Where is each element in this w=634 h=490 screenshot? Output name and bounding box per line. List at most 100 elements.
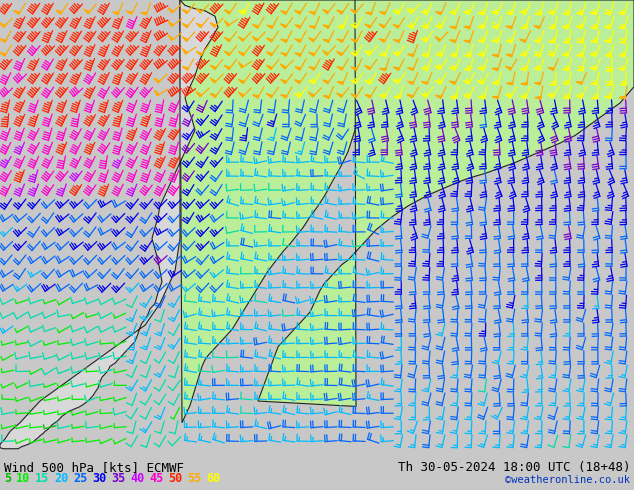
Polygon shape xyxy=(281,95,287,98)
Polygon shape xyxy=(407,25,413,28)
Polygon shape xyxy=(295,24,301,28)
Polygon shape xyxy=(407,94,413,98)
Polygon shape xyxy=(295,53,301,56)
Polygon shape xyxy=(436,54,442,56)
Polygon shape xyxy=(379,12,385,15)
Polygon shape xyxy=(365,50,370,55)
Polygon shape xyxy=(379,54,386,56)
Polygon shape xyxy=(295,94,301,98)
Polygon shape xyxy=(267,25,273,28)
Polygon shape xyxy=(464,41,470,43)
Polygon shape xyxy=(238,92,244,97)
Polygon shape xyxy=(266,52,273,56)
Polygon shape xyxy=(196,8,202,13)
Polygon shape xyxy=(577,69,583,71)
Polygon shape xyxy=(238,79,244,83)
Polygon shape xyxy=(534,13,541,15)
Polygon shape xyxy=(534,82,541,85)
Polygon shape xyxy=(379,24,385,28)
Polygon shape xyxy=(505,66,512,70)
Polygon shape xyxy=(576,96,582,98)
Polygon shape xyxy=(224,65,230,70)
Polygon shape xyxy=(506,13,512,15)
Polygon shape xyxy=(56,10,62,14)
Polygon shape xyxy=(450,68,456,70)
Polygon shape xyxy=(562,13,569,15)
Polygon shape xyxy=(492,68,498,71)
Polygon shape xyxy=(337,39,343,42)
Polygon shape xyxy=(323,39,329,42)
Polygon shape xyxy=(491,12,498,15)
Polygon shape xyxy=(309,38,314,42)
Polygon shape xyxy=(238,11,245,14)
Text: 50: 50 xyxy=(168,472,182,485)
Polygon shape xyxy=(548,26,555,29)
Polygon shape xyxy=(492,97,498,98)
Polygon shape xyxy=(534,26,540,28)
Polygon shape xyxy=(520,96,526,98)
Polygon shape xyxy=(463,95,470,98)
Polygon shape xyxy=(281,39,287,42)
Polygon shape xyxy=(112,12,119,15)
Polygon shape xyxy=(477,54,484,56)
Text: 60: 60 xyxy=(206,472,220,485)
Polygon shape xyxy=(422,54,429,57)
Polygon shape xyxy=(478,13,484,15)
Polygon shape xyxy=(252,24,259,28)
Polygon shape xyxy=(323,80,329,84)
Polygon shape xyxy=(238,62,243,68)
Polygon shape xyxy=(619,54,625,57)
Polygon shape xyxy=(436,95,442,98)
Polygon shape xyxy=(590,68,597,71)
Text: 40: 40 xyxy=(130,472,145,485)
Polygon shape xyxy=(477,81,484,84)
Polygon shape xyxy=(618,13,624,15)
Polygon shape xyxy=(379,95,385,98)
Polygon shape xyxy=(548,12,554,15)
Text: 10: 10 xyxy=(16,472,30,485)
Polygon shape xyxy=(520,39,526,42)
Polygon shape xyxy=(351,39,358,42)
Polygon shape xyxy=(492,26,498,29)
Polygon shape xyxy=(309,67,315,70)
Polygon shape xyxy=(408,68,414,71)
Polygon shape xyxy=(590,54,597,56)
Polygon shape xyxy=(224,21,230,26)
Polygon shape xyxy=(450,26,456,29)
Text: ©weatheronline.co.uk: ©weatheronline.co.uk xyxy=(505,475,630,485)
Polygon shape xyxy=(478,26,484,29)
Polygon shape xyxy=(0,0,218,449)
Polygon shape xyxy=(590,12,597,15)
Polygon shape xyxy=(365,95,371,98)
Polygon shape xyxy=(463,11,470,14)
Polygon shape xyxy=(295,39,301,42)
Text: 20: 20 xyxy=(54,472,68,485)
Polygon shape xyxy=(168,21,174,26)
Polygon shape xyxy=(394,97,400,98)
Polygon shape xyxy=(393,67,399,70)
Polygon shape xyxy=(548,68,554,71)
Text: 45: 45 xyxy=(149,472,163,485)
Polygon shape xyxy=(450,97,456,98)
Text: 15: 15 xyxy=(35,472,49,485)
Polygon shape xyxy=(620,83,626,85)
Polygon shape xyxy=(562,82,569,85)
Polygon shape xyxy=(393,40,399,43)
Polygon shape xyxy=(450,81,456,84)
Polygon shape xyxy=(604,26,611,29)
Text: 5: 5 xyxy=(4,472,11,485)
Polygon shape xyxy=(436,12,442,15)
Polygon shape xyxy=(534,54,541,57)
Polygon shape xyxy=(337,26,344,29)
Polygon shape xyxy=(576,82,582,84)
Polygon shape xyxy=(521,26,527,29)
Polygon shape xyxy=(619,26,625,29)
Polygon shape xyxy=(619,97,625,99)
Polygon shape xyxy=(606,83,612,85)
Polygon shape xyxy=(351,67,358,70)
Polygon shape xyxy=(351,9,356,14)
Polygon shape xyxy=(351,94,357,98)
Polygon shape xyxy=(520,69,526,71)
Polygon shape xyxy=(266,38,273,42)
Text: Th 30-05-2024 18:00 UTC (18+48): Th 30-05-2024 18:00 UTC (18+48) xyxy=(398,461,630,474)
